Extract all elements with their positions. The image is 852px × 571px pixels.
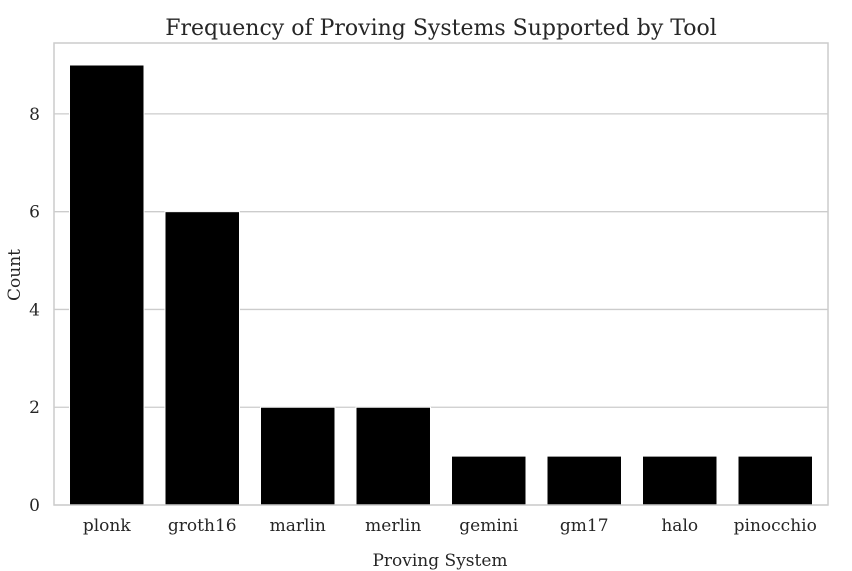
x-tick-label-merlin: merlin	[365, 516, 421, 536]
bar-halo	[642, 455, 718, 506]
bar-plonk	[69, 64, 145, 506]
x-tick-label-plonk: plonk	[83, 516, 132, 536]
x-tick-label-halo: halo	[661, 516, 698, 536]
x-tick-label-pinocchio: pinocchio	[734, 516, 817, 536]
y-axis-label: Count	[5, 249, 25, 301]
y-tick-label: 4	[29, 300, 40, 320]
y-tick-label: 2	[29, 398, 40, 418]
plot-frame	[53, 42, 829, 506]
x-tick-label-gemini: gemini	[459, 516, 518, 536]
y-tick-labels: 0 2 4 6 8	[29, 105, 40, 516]
bar-marlin	[260, 406, 336, 506]
bar-gemini	[451, 455, 527, 506]
bar-gm17	[546, 455, 622, 506]
x-axis-label: Proving System	[372, 551, 507, 571]
x-tick-label-groth16: groth16	[168, 516, 237, 536]
x-tick-label-gm17: gm17	[560, 516, 609, 536]
bar-pinocchio	[737, 455, 813, 506]
chart-title: Frequency of Proving Systems Supported b…	[165, 16, 717, 41]
bar-merlin	[355, 406, 431, 506]
bar-groth16	[164, 211, 240, 506]
x-tick-label-marlin: marlin	[270, 516, 326, 536]
y-tick-label: 8	[29, 105, 40, 125]
bars	[69, 64, 813, 506]
x-tick-labels: plonk groth16 marlin merlin gemini gm17 halo pi…	[83, 516, 817, 536]
y-tick-label: 6	[29, 203, 40, 223]
y-tick-label: 0	[29, 496, 40, 516]
